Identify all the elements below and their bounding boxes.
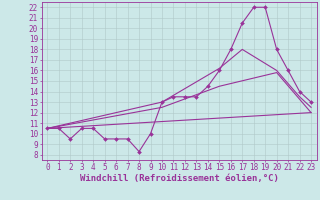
X-axis label: Windchill (Refroidissement éolien,°C): Windchill (Refroidissement éolien,°C) [80, 174, 279, 183]
